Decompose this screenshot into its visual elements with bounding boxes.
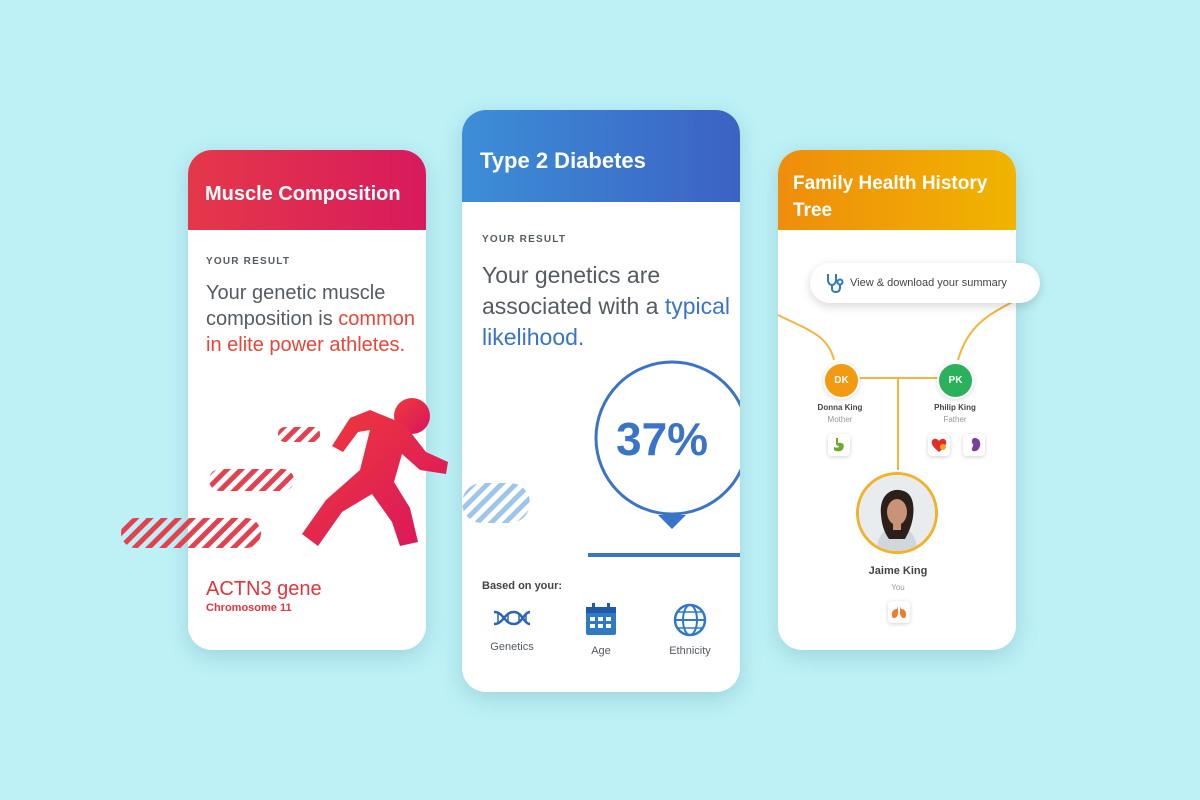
globe-icon (673, 603, 707, 637)
dna-icon (493, 610, 531, 626)
you-name: Jaime King (868, 565, 928, 577)
bubble-circle (594, 360, 740, 516)
muscle-result-body: Your genetic muscle composition is (206, 282, 386, 330)
diabetes-card[interactable]: Type 2 Diabetes YOUR RESULT Your genetic… (462, 110, 740, 692)
family-tree-card[interactable]: Family Health History Tree DK Donna King… (778, 150, 1016, 650)
mother-condition-stomach[interactable] (828, 434, 850, 456)
summary-button-label: View & download your summary (850, 277, 1007, 289)
father-avatar[interactable]: PK (937, 362, 974, 399)
you-relation: You (891, 583, 905, 592)
heart-icon (931, 438, 947, 452)
family-card-title: Family Health History Tree (793, 173, 988, 221)
gene-chromosome: Chromosome 11 (206, 602, 292, 614)
gene-name: ACTN3 gene (206, 578, 322, 600)
tree-line-father-branch (957, 299, 1016, 361)
diabetes-result-text: Your genetics are associated with a typi… (482, 260, 732, 353)
father-condition-heart[interactable] (928, 434, 950, 456)
factor-ethnicity-label: Ethnicity (669, 645, 711, 657)
factor-genetics-label: Genetics (490, 641, 534, 653)
view-download-summary-button[interactable]: View & download your summary (810, 263, 1040, 303)
mother-relation: Mother (827, 415, 853, 424)
percent-bubble (462, 360, 740, 529)
mother-name: Donna King (817, 403, 863, 412)
you-avatar[interactable] (856, 472, 938, 554)
factor-ethnicity: Ethnicity (650, 603, 730, 657)
tree-line-mother-branch (778, 314, 835, 361)
stethoscope-icon (827, 274, 844, 294)
you-condition-lungs[interactable] (888, 601, 910, 623)
father-relation: Father (943, 415, 967, 424)
lungs-icon (892, 606, 906, 618)
blue-stripe (462, 483, 530, 523)
muscle-result-text: Your genetic muscle composition is commo… (206, 280, 416, 358)
muscle-card-header: Muscle Composition (188, 150, 426, 230)
father-name: Philip King (934, 403, 976, 412)
diabetes-result-body: Your genetics are associated with a (482, 262, 665, 319)
diabetes-result-highlight: typical likelihood. (482, 293, 731, 350)
stomach-icon (834, 438, 844, 452)
based-on-label: Based on your: (482, 580, 563, 592)
percent-value: 37% (616, 413, 709, 465)
user-photo (859, 475, 935, 551)
result-bar (588, 553, 740, 557)
father-condition-kidney[interactable] (963, 434, 985, 456)
factor-age-label: Age (591, 645, 611, 657)
kidney-icon (971, 438, 981, 452)
diabetes-card-title: Type 2 Diabetes (480, 148, 646, 173)
tree-lines (778, 299, 1016, 470)
mother-avatar[interactable]: DK (823, 362, 860, 399)
diabetes-card-header: Type 2 Diabetes (462, 110, 740, 202)
diabetes-result-label: YOUR RESULT (482, 234, 567, 245)
factor-genetics: Genetics (472, 603, 552, 653)
factor-age: Age (561, 603, 641, 657)
muscle-result-highlight: common in elite power athletes. (206, 308, 415, 356)
muscle-card-title: Muscle Composition (205, 183, 401, 205)
family-card-header: Family Health History Tree (778, 150, 1016, 230)
calendar-icon (586, 603, 616, 635)
muscle-composition-card[interactable]: Muscle Composition YOUR RESULT Your gene… (188, 150, 426, 650)
muscle-result-label: YOUR RESULT (206, 256, 291, 267)
bubble-pointer (658, 515, 686, 529)
